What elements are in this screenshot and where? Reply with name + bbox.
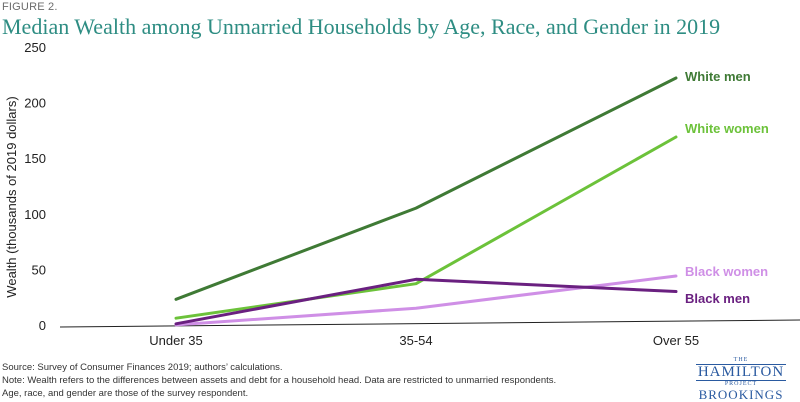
x-tick-label-35-54: 35-54 bbox=[399, 333, 432, 348]
series-line-black-men bbox=[174, 277, 678, 326]
series-label-black-men: Black men bbox=[685, 291, 750, 306]
y-tick-label-100: 100 bbox=[24, 207, 46, 222]
source-note: Source: Survey of Consumer Finances 2019… bbox=[2, 362, 283, 373]
logo-project: PROJECT bbox=[724, 381, 758, 387]
logo-the: THE bbox=[733, 357, 749, 363]
definition-note: Note: Wealth refers to the differences b… bbox=[2, 375, 557, 386]
y-tick-label-150: 150 bbox=[24, 151, 46, 166]
figure-label: FIGURE 2. bbox=[2, 1, 58, 13]
y-tick-label-250: 250 bbox=[24, 40, 46, 55]
series-label-white-men: White men bbox=[685, 69, 751, 84]
chart-title: Median Wealth among Unmarried Households… bbox=[2, 14, 721, 39]
logo-hamilton: HAMILTON bbox=[695, 364, 787, 381]
series-label-black-women: Black women bbox=[685, 264, 768, 279]
y-tick-label-200: 200 bbox=[24, 96, 46, 111]
x-tick-label-over-55: Over 55 bbox=[653, 333, 699, 348]
y-axis-title: Wealth (thousands of 2019 dollars) bbox=[4, 96, 19, 297]
series-line-black-women bbox=[174, 274, 678, 327]
series-label-white-women: White women bbox=[685, 121, 769, 136]
y-tick-label-0: 0 bbox=[39, 318, 46, 333]
respondent-note: Age, race, and gender are those of the s… bbox=[2, 388, 249, 399]
y-tick-label-50: 50 bbox=[32, 262, 46, 277]
series-line-white-women bbox=[174, 135, 678, 320]
logo-brookings: BROOKINGS bbox=[698, 387, 784, 402]
x-tick-label-under-35: Under 35 bbox=[149, 333, 202, 348]
line-chart: 0 50 100 150 200 250 Under 35 35-54 Over 55 Wealt… bbox=[4, 40, 800, 348]
x-axis-line bbox=[59, 319, 800, 328]
series-line-white-men bbox=[174, 76, 678, 301]
chart-notes: Source: Survey of Consumer Finances 2019… bbox=[2, 361, 556, 400]
hamilton-brookings-logo: THE HAMILTON PROJECT BROOKINGS bbox=[686, 357, 796, 402]
